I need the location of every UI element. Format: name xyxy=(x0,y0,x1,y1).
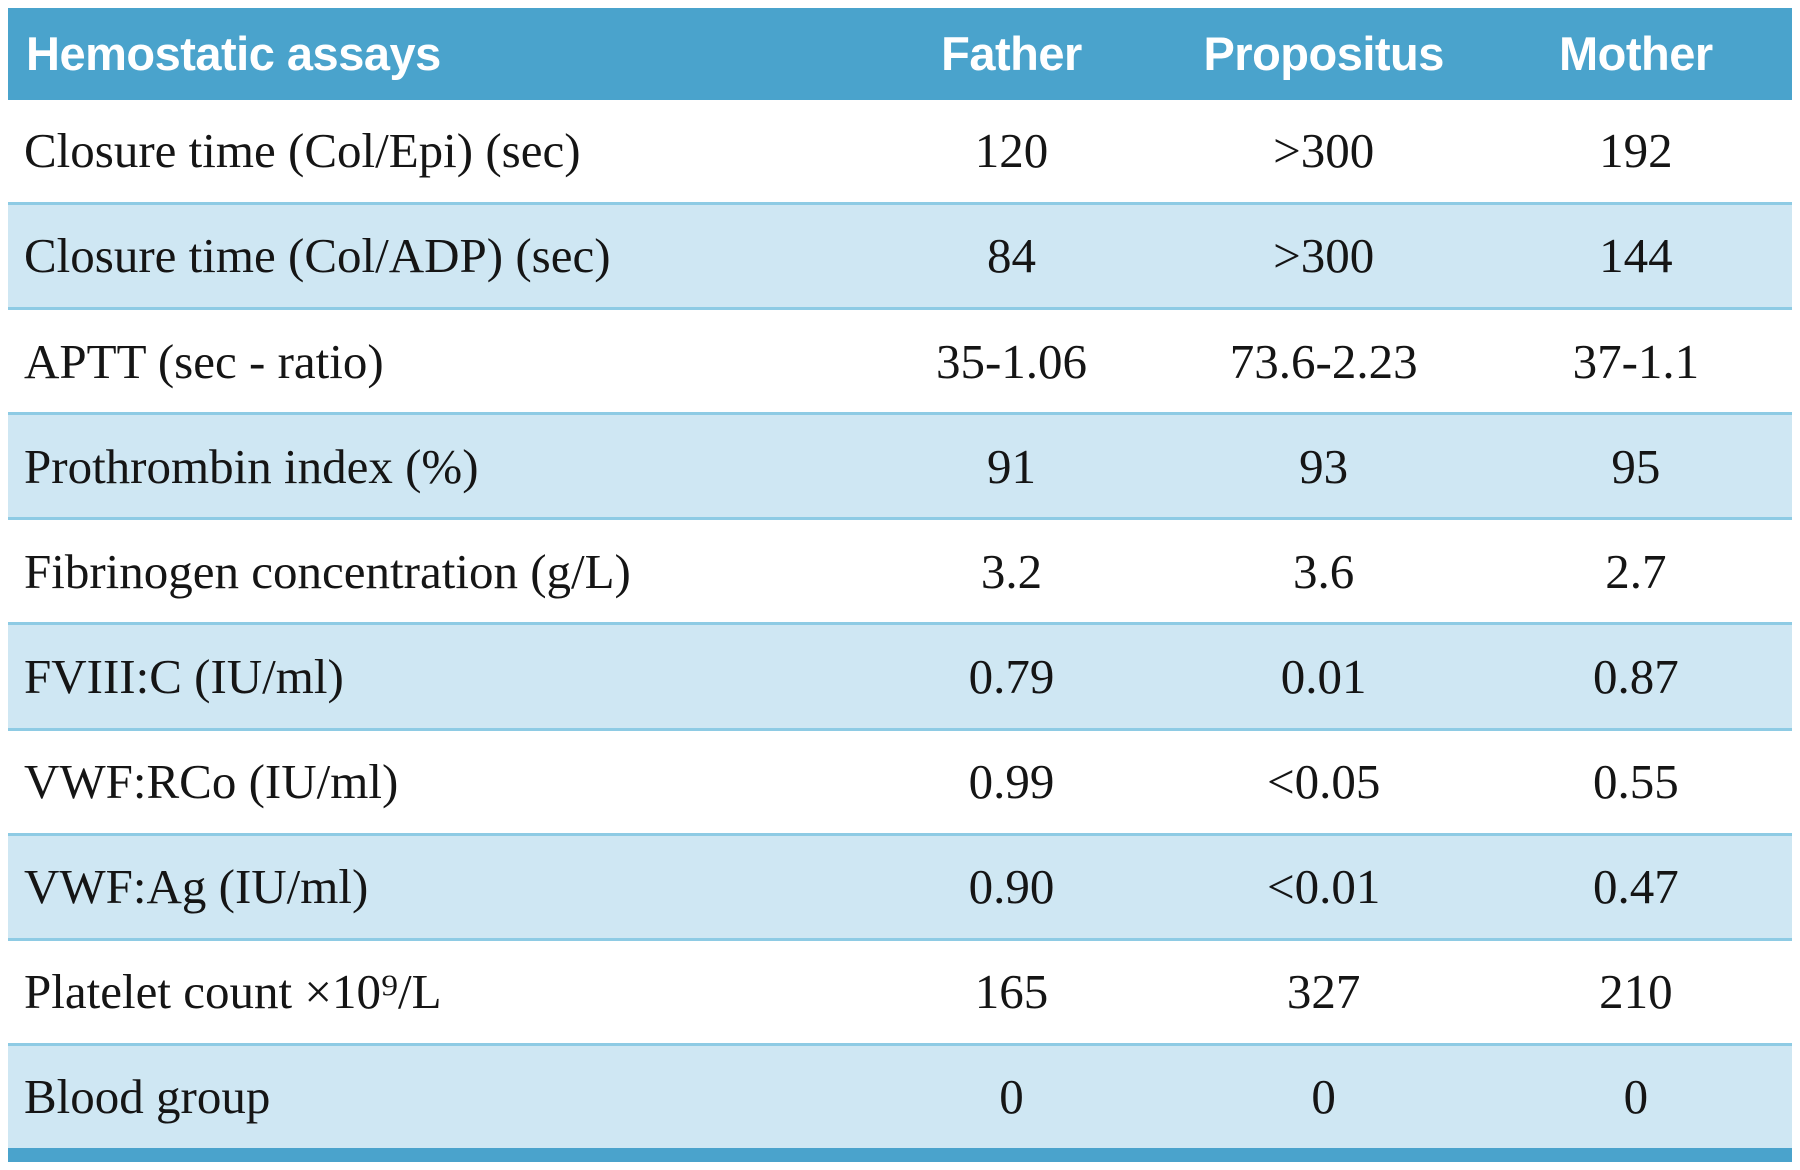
table-row: VWF:Ag (IU/ml) 0.90 <0.01 0.47 xyxy=(8,832,1792,938)
row-label: Closure time (Col/Epi) (sec) xyxy=(24,123,581,179)
father-value: 120 xyxy=(974,123,1049,179)
mother-value: 2.7 xyxy=(1605,543,1667,599)
row-label: Closure time (Col/ADP) (sec) xyxy=(24,228,611,284)
table-row: Fibrinogen concentration (g/L) 3.2 3.6 2… xyxy=(8,517,1792,623)
mother-value: 0.55 xyxy=(1592,753,1679,809)
row-label: VWF:Ag (IU/ml) xyxy=(24,858,369,914)
mother-value: 0.87 xyxy=(1592,648,1679,704)
column-header-propositus: Propositus xyxy=(1203,27,1444,81)
propositus-value: 0 xyxy=(1311,1069,1336,1125)
table-row: Prothrombin index (%) 91 93 95 xyxy=(8,412,1792,518)
row-label: Blood group xyxy=(24,1069,271,1125)
table-row: APTT (sec - ratio) 35-1.06 73.6-2.23 37-… xyxy=(8,307,1792,413)
mother-value: 95 xyxy=(1611,438,1661,494)
table-header-row: Hemostatic assays Father Propositus Moth… xyxy=(8,8,1792,100)
propositus-value: 327 xyxy=(1286,964,1361,1020)
table-body: Closure time (Col/Epi) (sec) 120 >300 19… xyxy=(8,100,1792,1148)
table-row: Platelet count ×10⁹/L 165 327 210 xyxy=(8,937,1792,1043)
father-value: 3.2 xyxy=(980,543,1043,599)
propositus-value: 73.6-2.23 xyxy=(1229,333,1418,389)
father-value: 165 xyxy=(974,964,1049,1020)
propositus-value: >300 xyxy=(1273,123,1375,179)
hemostatic-assays-table: Hemostatic assays Father Propositus Moth… xyxy=(8,8,1792,1162)
father-value: 0.79 xyxy=(968,648,1055,704)
mother-value: 144 xyxy=(1599,228,1673,284)
row-label: VWF:RCo (IU/ml) xyxy=(24,753,399,809)
mother-value: 0.47 xyxy=(1592,858,1679,914)
propositus-value: 0.01 xyxy=(1280,648,1367,704)
row-label: Fibrinogen concentration (g/L) xyxy=(24,543,631,599)
column-header-mother: Mother xyxy=(1559,27,1713,81)
mother-value: 192 xyxy=(1599,123,1673,179)
father-value: 0 xyxy=(999,1069,1024,1125)
father-value: 84 xyxy=(986,228,1036,284)
row-label: Platelet count ×10⁹/L xyxy=(24,964,442,1020)
table-bottom-rule xyxy=(8,1148,1792,1162)
propositus-value: <0.01 xyxy=(1266,858,1381,914)
row-label: FVIII:C (IU/ml) xyxy=(24,648,344,704)
propositus-value: >300 xyxy=(1273,228,1375,284)
propositus-value: <0.05 xyxy=(1266,753,1381,809)
mother-value: 0 xyxy=(1623,1069,1649,1125)
propositus-value: 3.6 xyxy=(1293,543,1355,599)
mother-value: 37-1.1 xyxy=(1572,333,1700,389)
row-label: APTT (sec - ratio) xyxy=(24,333,384,389)
father-value: 35-1.06 xyxy=(935,333,1088,389)
father-value: 0.99 xyxy=(968,753,1055,809)
column-header-assays: Hemostatic assays xyxy=(26,27,441,81)
column-header-father: Father xyxy=(941,27,1082,81)
mother-value: 210 xyxy=(1599,964,1673,1020)
table-row: VWF:RCo (IU/ml) 0.99 <0.05 0.55 xyxy=(8,727,1792,833)
propositus-value: 93 xyxy=(1299,438,1349,494)
table-row: Closure time (Col/Epi) (sec) 120 >300 19… xyxy=(8,100,1792,203)
row-label: Prothrombin index (%) xyxy=(24,438,479,494)
table-row: Blood group 0 0 0 xyxy=(8,1042,1792,1148)
father-value: 91 xyxy=(986,438,1036,494)
table-row: FVIII:C (IU/ml) 0.79 0.01 0.87 xyxy=(8,622,1792,728)
father-value: 0.90 xyxy=(968,858,1055,914)
table-row: Closure time (Col/ADP) (sec) 84 >300 144 xyxy=(8,202,1792,308)
